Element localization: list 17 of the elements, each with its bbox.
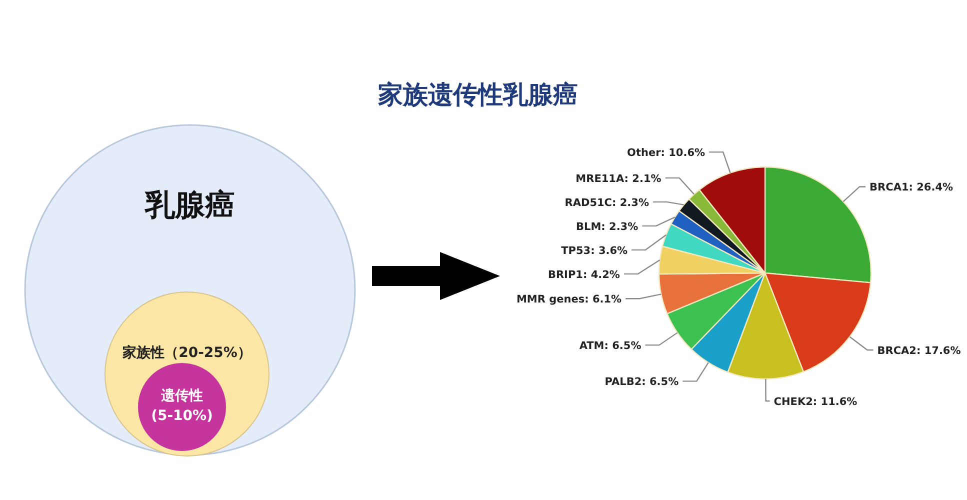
slice-label: CHEK2: 11.6% bbox=[774, 396, 858, 408]
slice-label: BRCA2: 17.6% bbox=[877, 344, 962, 357]
text: 遗传性 bbox=[160, 388, 203, 404]
chart-title: 家族遗传性乳腺癌 bbox=[377, 80, 578, 109]
slice-label: RAD51C: 2.3% bbox=[564, 196, 650, 209]
slice-label: ATM: 6.5% bbox=[579, 340, 642, 352]
slice-label: Other: 10.6% bbox=[627, 147, 706, 160]
slice-label: TP53: 3.6% bbox=[561, 244, 628, 257]
text: (5-10%) bbox=[151, 408, 213, 424]
text: 家族性（20-25%） bbox=[122, 344, 252, 361]
slice-label: BLM: 2.3% bbox=[576, 220, 639, 233]
slice-label: BRIP1: 4.2% bbox=[548, 268, 620, 281]
slice-label: MRE11A: 2.1% bbox=[576, 172, 662, 185]
slice-label: BRCA1: 26.4% bbox=[870, 182, 954, 194]
text: 乳腺癌 bbox=[144, 188, 235, 223]
slice-label: MMR genes: 6.1% bbox=[516, 294, 622, 306]
slice-label: PALB2: 6.5% bbox=[604, 376, 680, 388]
